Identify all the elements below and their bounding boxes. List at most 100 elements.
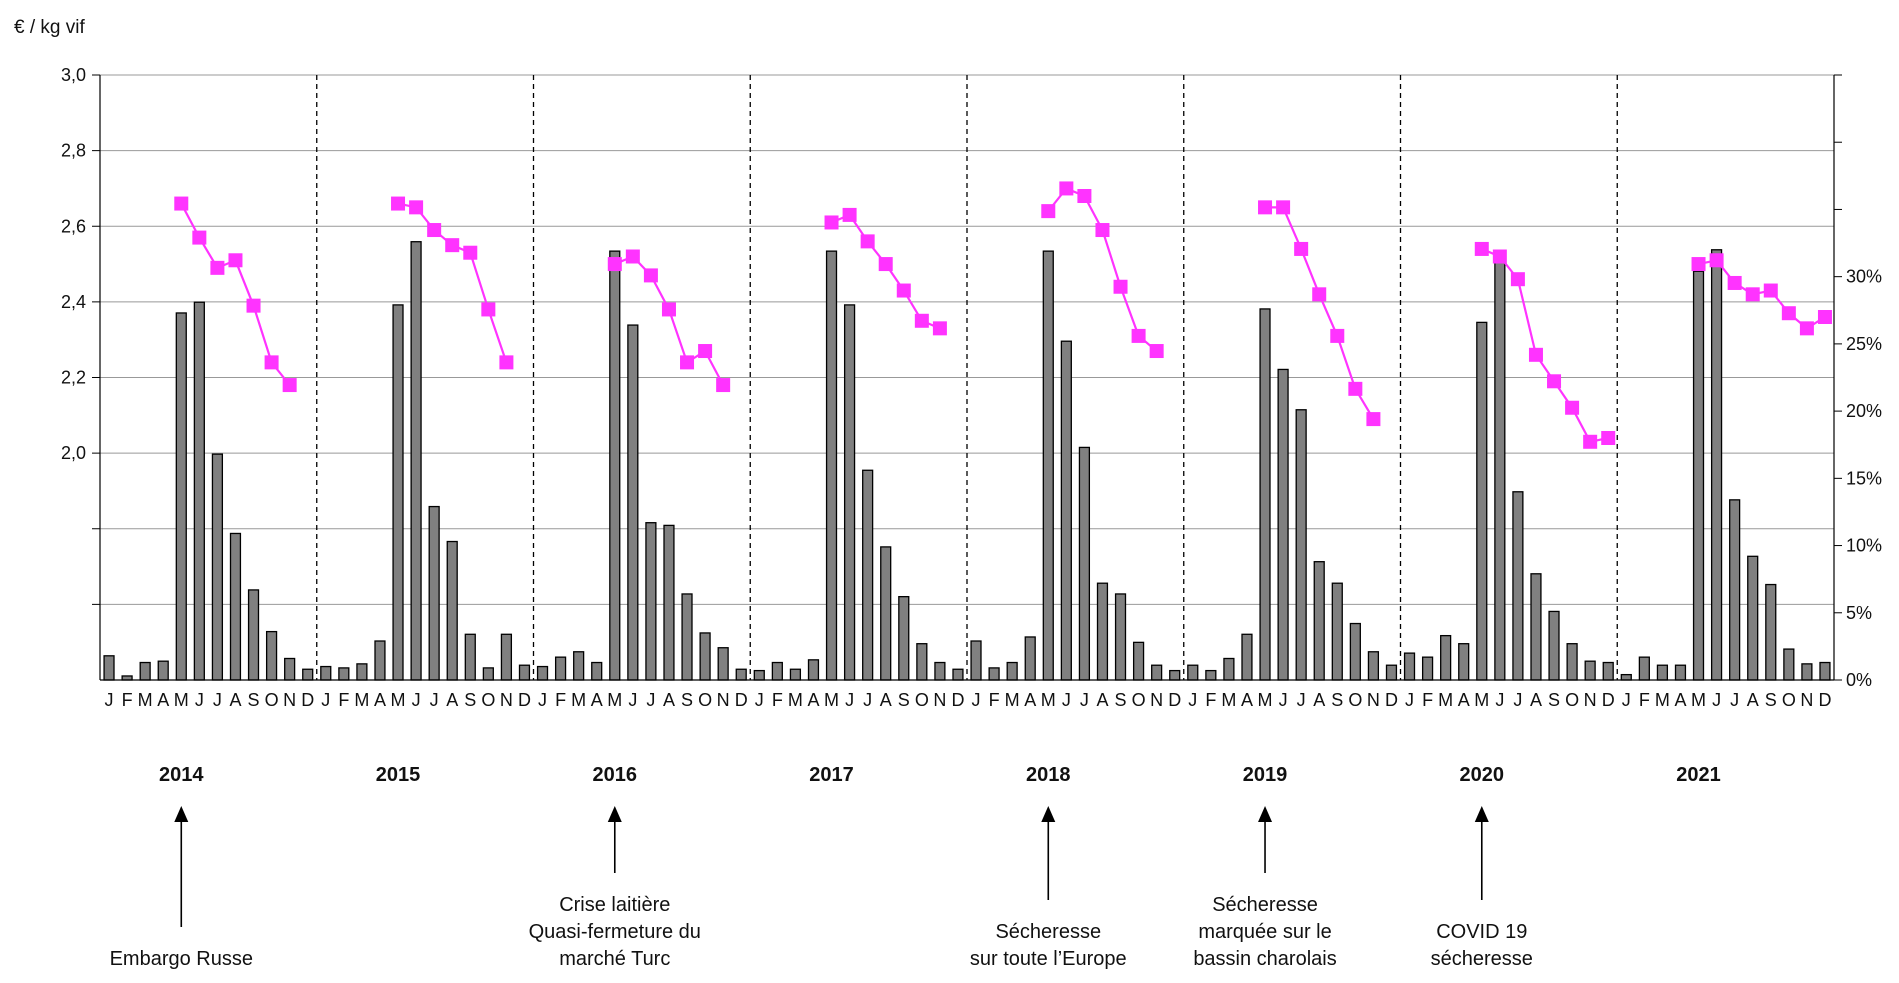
price-point (698, 344, 713, 359)
bar (121, 675, 133, 681)
price-point (625, 249, 640, 264)
month-label: F (122, 690, 133, 710)
bar (482, 667, 494, 681)
price-point (1077, 189, 1092, 203)
bar (609, 250, 621, 681)
price-point (1510, 272, 1525, 287)
month-label: A (446, 690, 458, 710)
month-label: J (972, 690, 981, 710)
bar (1241, 633, 1253, 681)
bar (536, 665, 549, 681)
bar (428, 505, 440, 681)
bar (862, 469, 874, 681)
bar (573, 651, 585, 681)
month-label: J (1297, 690, 1306, 710)
price-point (1601, 431, 1616, 445)
month-label: D (951, 690, 964, 710)
left-tick-label: 2,0 (61, 443, 86, 463)
month-label: O (1348, 690, 1362, 710)
month-label: M (1655, 690, 1670, 710)
price-point (1817, 310, 1832, 324)
price-point (210, 260, 225, 275)
bar (1458, 643, 1470, 681)
month-label: J (755, 690, 764, 710)
bar (1783, 648, 1795, 681)
bar (934, 661, 946, 681)
month-label: F (555, 690, 566, 710)
annotation-text: marquée sur le (1198, 921, 1331, 943)
price-point (1528, 347, 1543, 362)
price-point (1258, 200, 1273, 215)
bar (1512, 491, 1524, 681)
price-point (427, 223, 442, 238)
price-point (1691, 257, 1706, 272)
right-tick-label: 0% (1846, 670, 1872, 690)
price-point (1312, 287, 1327, 302)
annotation-text: marché Turc (559, 948, 670, 970)
month-label: M (1438, 690, 1453, 710)
year-separators (316, 75, 1618, 680)
annotation-arrowhead (1258, 806, 1273, 822)
unit-label: € / kg vif (14, 17, 85, 38)
month-label: J (105, 690, 114, 710)
month-label: D (735, 690, 748, 710)
bar (518, 664, 531, 681)
bar (1187, 664, 1199, 681)
year-label: 2021 (1676, 764, 1721, 786)
annotation-arrowhead (1041, 806, 1056, 822)
price-point (1366, 412, 1381, 427)
month-label: S (898, 690, 910, 710)
bar (627, 324, 639, 681)
price-point (282, 378, 297, 393)
annotation-text: sur toute l’Europe (970, 948, 1127, 970)
bar (338, 667, 350, 681)
bar (1078, 446, 1091, 681)
month-label: J (430, 690, 439, 710)
bar (1584, 660, 1596, 681)
month-label: D (301, 690, 314, 710)
price-point (1294, 241, 1309, 256)
bar (1602, 661, 1614, 681)
bar (446, 540, 458, 681)
price-point (878, 257, 893, 272)
month-label: F (1422, 690, 1433, 710)
month-label: A (807, 690, 819, 710)
right-tick-label: 30% (1846, 267, 1882, 287)
month-label: D (1818, 690, 1831, 710)
bar (302, 668, 314, 681)
month-label: N (717, 690, 730, 710)
bar (1024, 636, 1036, 681)
bar (1819, 661, 1831, 681)
month-label: M (1221, 690, 1236, 710)
year-label: 2014 (159, 764, 204, 786)
bar (1710, 249, 1723, 681)
bar (843, 304, 856, 681)
month-label: A (1747, 690, 1759, 710)
price-point (1583, 434, 1598, 449)
price-point (896, 283, 911, 298)
month-label: D (1602, 690, 1615, 710)
year-labels: 2014 2015 2016 2017 2018 2019 2020 2021 (159, 764, 1721, 786)
bar (1313, 561, 1325, 681)
bar (1620, 673, 1632, 681)
bar (157, 660, 169, 681)
month-label: J (863, 690, 872, 710)
price-lines (174, 181, 1832, 449)
month-label: S (681, 690, 693, 710)
month-label: D (1385, 690, 1398, 710)
price-point (1330, 328, 1345, 343)
month-label: A (1313, 690, 1325, 710)
month-label: J (1080, 690, 1089, 710)
month-label: M (607, 690, 622, 710)
price-point (246, 298, 261, 313)
year-label: 2016 (593, 764, 638, 786)
month-label: J (195, 690, 204, 710)
bar (1747, 555, 1759, 681)
bar (916, 643, 928, 681)
year-label: 2018 (1026, 764, 1071, 786)
bar (898, 595, 910, 681)
price-point (192, 230, 207, 245)
month-label: A (663, 690, 675, 710)
bar (1006, 661, 1018, 681)
price-point (1041, 204, 1056, 219)
